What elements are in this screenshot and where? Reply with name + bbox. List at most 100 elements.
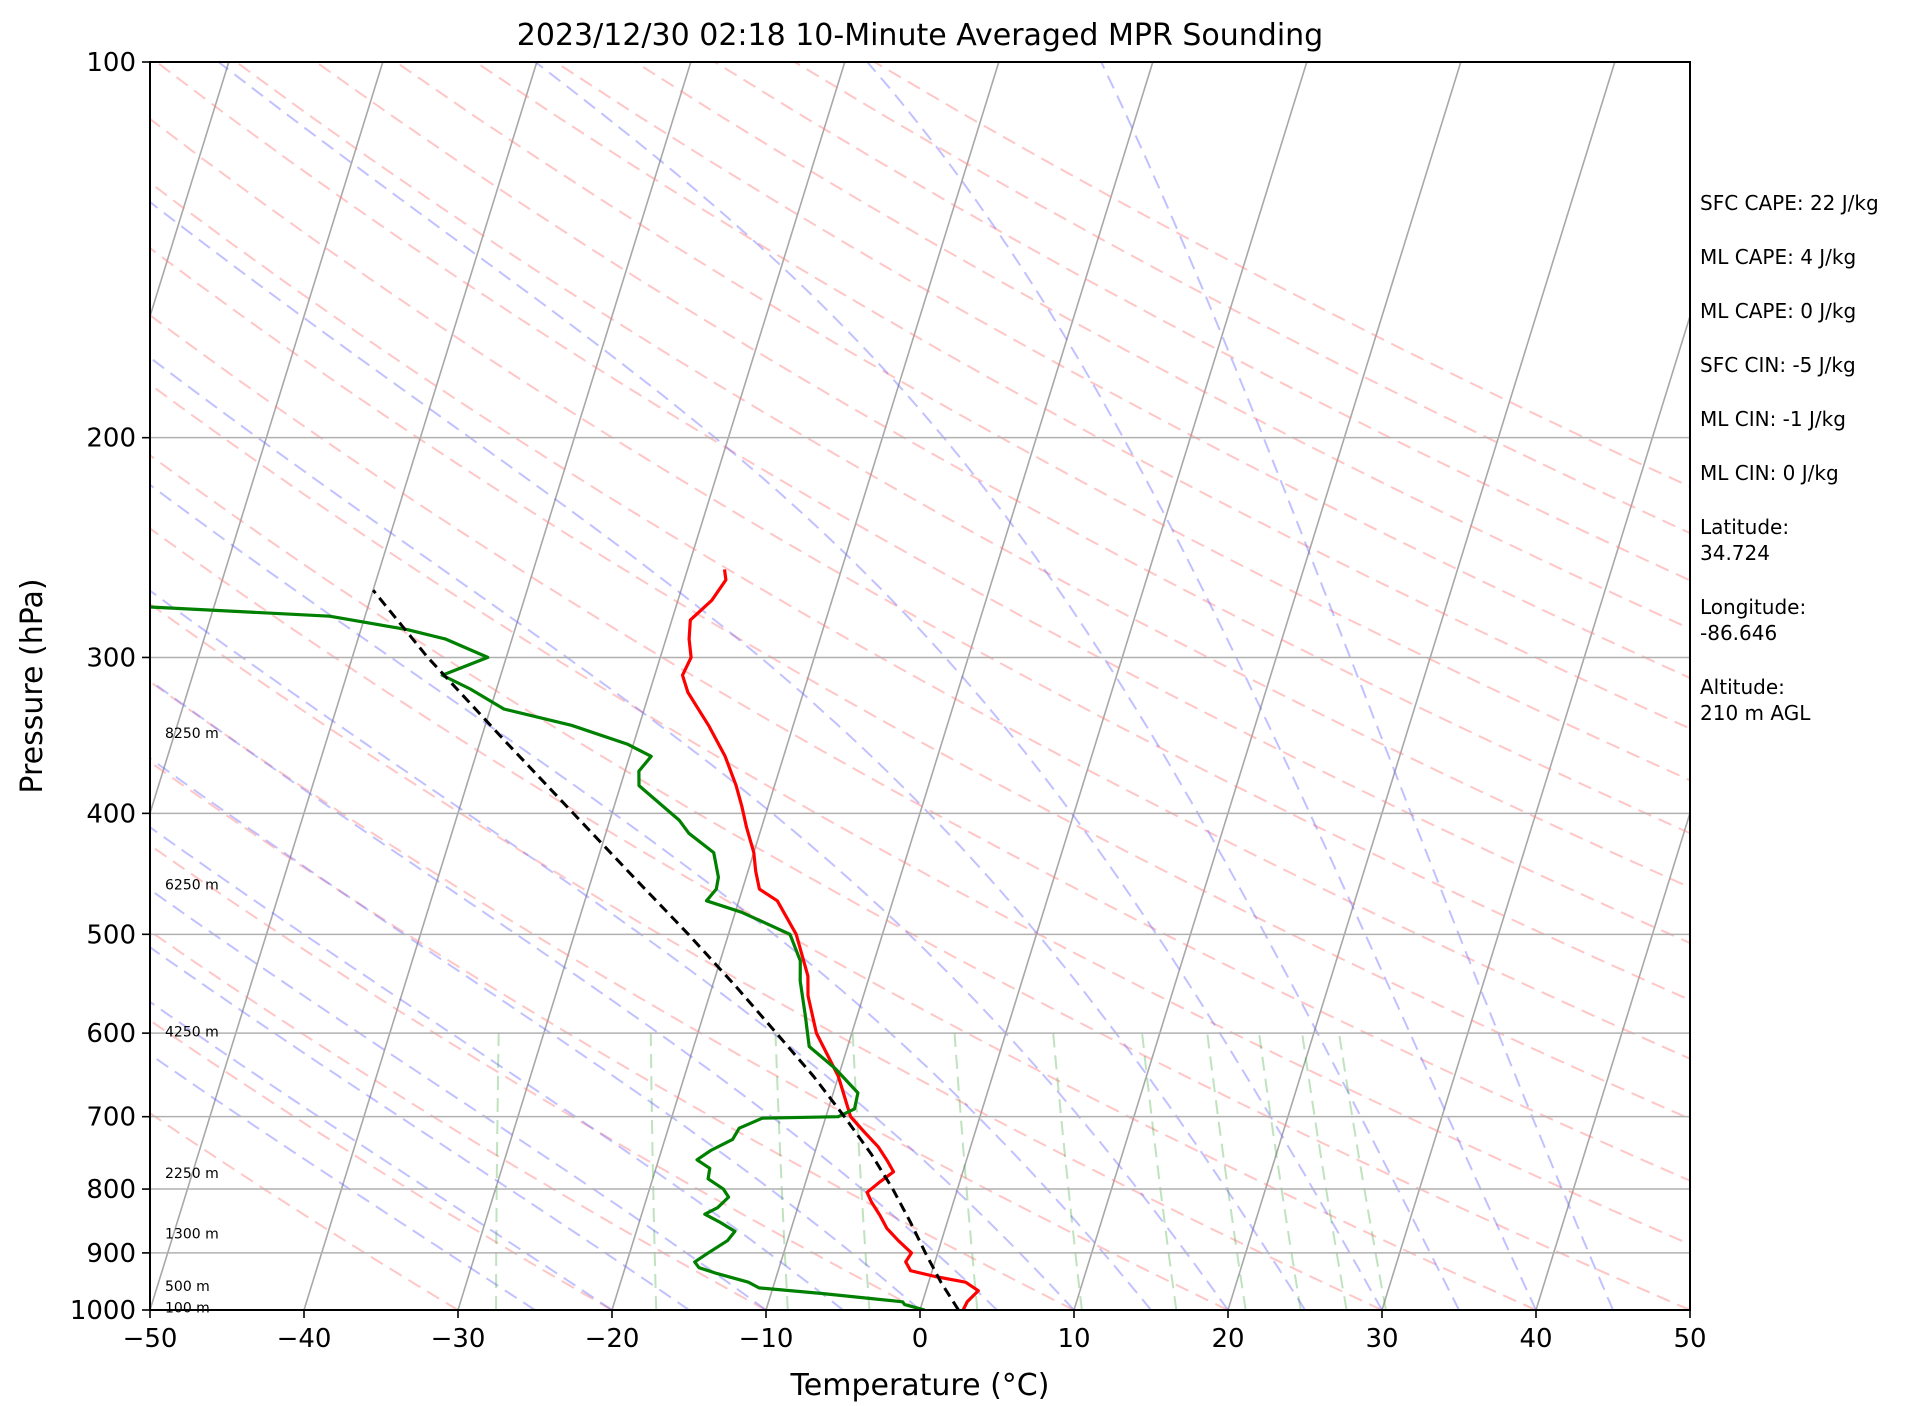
moist-adiabat-line	[150, 483, 1152, 1310]
chart-title: 2023/12/30 02:18 10-Minute Averaged MPR …	[517, 18, 1323, 53]
info-panel-item: ML CAPE: 0 J/kg	[1700, 299, 1856, 323]
isotherm-line	[457, 62, 846, 1310]
dry-adiabat-line	[634, 62, 1690, 630]
y-tick-label: 900	[86, 1239, 136, 1269]
mixing-ratio-line	[1301, 1032, 1348, 1310]
isotherm-line	[1073, 62, 1462, 1310]
y-tick-label: 500	[86, 920, 136, 950]
background-lines	[150, 62, 1690, 1310]
x-tick-label: 40	[1519, 1324, 1552, 1354]
x-tick-label: 20	[1211, 1324, 1244, 1354]
moist-adiabat-line	[217, 62, 1383, 1310]
isotherm-line	[765, 62, 1154, 1310]
x-tick-label: −30	[431, 1324, 486, 1354]
x-tick-label: −10	[739, 1324, 794, 1354]
height-labels: 8250 m 6250 m 4250 m 2250 m 1300 m 500 m 100 m	[165, 726, 219, 1316]
info-panel-item: Altitude: 210 m AGL	[1700, 675, 1811, 725]
mixing-ratio-line	[1206, 1032, 1247, 1310]
pressure-gridlines	[150, 61, 1690, 1311]
isotherm-line	[611, 62, 1000, 1310]
dry-adiabat-line	[150, 246, 1690, 1120]
x-tick-label: −50	[123, 1324, 178, 1354]
height-label: 4250 m	[165, 1024, 219, 1040]
mixing-ratio-line	[1338, 1032, 1387, 1310]
moist-adiabat-line	[150, 1000, 613, 1310]
info-panel-item: ML CAPE: 4 J/kg	[1700, 245, 1856, 269]
moist-adiabat-line	[150, 679, 998, 1310]
x-axis-label: Temperature (°C)	[790, 1368, 1050, 1403]
moist-adiabat-line	[150, 946, 690, 1310]
y-tick-label: 600	[86, 1019, 136, 1049]
dry-adiabat-line	[150, 527, 1537, 1310]
info-panel-item: SFC CIN: -5 J/kg	[1700, 353, 1856, 377]
y-axis-label: Pressure (hPa)	[15, 578, 50, 793]
y-tick-label: 300	[86, 643, 136, 673]
mixing-ratio-line	[953, 1033, 979, 1310]
info-panel-item: Longitude: -86.646	[1700, 595, 1806, 645]
dry-adiabat-line	[235, 62, 1690, 889]
mixing-ratio-line	[1052, 1033, 1083, 1310]
dewpoint-profile-line	[150, 605, 926, 1310]
height-label: 6250 m	[165, 877, 219, 893]
mixing-ratio-line	[851, 1033, 871, 1310]
x-tick-label: −20	[585, 1324, 640, 1354]
x-axis-ticks: −50 −40 −30 −20 −10 0 10 20 30 40 50	[123, 1310, 1707, 1354]
moist-adiabat-line	[1100, 62, 1614, 1310]
moist-adiabat-line	[534, 62, 1460, 1310]
moist-adiabat-line	[150, 356, 1229, 1310]
moist-adiabat-line	[150, 1053, 536, 1310]
mixing-ratio-line	[774, 1033, 789, 1310]
isotherm-line	[150, 62, 384, 816]
height-label: 2250 m	[165, 1166, 219, 1182]
y-tick-label: 700	[86, 1103, 136, 1133]
dry-adiabat-line	[150, 454, 1690, 1310]
y-axis-ticks: 100 200 300 400 500 600 700 800 900 1000	[70, 48, 150, 1326]
isotherm-line	[150, 62, 230, 319]
x-tick-label: 30	[1365, 1324, 1398, 1354]
info-panel-item: ML CIN: -1 J/kg	[1700, 407, 1846, 431]
info-panel-item: SFC CAPE: 22 J/kg	[1700, 191, 1879, 215]
parcel-profile-line	[371, 589, 960, 1310]
isotherm-line	[1381, 313, 1690, 1310]
moist-adiabat-line	[150, 200, 1306, 1310]
isotherm-line	[1535, 810, 1690, 1310]
moist-adiabat-line	[150, 589, 1075, 1310]
sounding-info-panel: SFC CAPE: 22 J/kg ML CAPE: 4 J/kg ML CAPE:…	[1700, 191, 1879, 725]
y-tick-label: 1000	[70, 1296, 136, 1326]
dry-adiabat-line	[150, 760, 1075, 1310]
moist-adiabat-line	[866, 62, 1537, 1310]
dry-adiabat-line	[150, 181, 1690, 1060]
isotherm-line	[150, 62, 538, 1310]
isotherm-line	[1227, 62, 1616, 1310]
y-tick-label: 800	[86, 1175, 136, 1205]
dry-adiabat-line	[475, 62, 1690, 730]
dry-adiabat-line	[150, 314, 1690, 1182]
moist-adiabat-line	[150, 757, 921, 1310]
dry-adiabat-line	[315, 62, 1690, 835]
dry-adiabat-line	[150, 117, 1690, 1002]
dry-adiabat-line	[150, 602, 1383, 1310]
isotherm-line	[303, 62, 692, 1310]
x-tick-label: 50	[1673, 1324, 1706, 1354]
mixing-ratio-line	[495, 1033, 500, 1310]
height-label: 100 m	[165, 1300, 210, 1316]
height-label: 500 m	[165, 1279, 210, 1295]
moist-adiabat-line	[150, 888, 767, 1310]
y-tick-label: 200	[86, 424, 136, 454]
dry-adiabat-line	[150, 383, 1690, 1246]
dry-adiabat-line	[155, 62, 1690, 945]
height-label: 8250 m	[165, 726, 219, 742]
height-label: 1300 m	[165, 1226, 219, 1242]
x-tick-label: 10	[1057, 1324, 1090, 1354]
dry-adiabat-line	[150, 930, 767, 1310]
x-tick-label: 0	[912, 1324, 929, 1354]
dry-adiabat-line	[150, 1111, 459, 1310]
dry-adiabat-line	[554, 62, 1690, 680]
y-tick-label: 400	[86, 799, 136, 829]
dry-adiabat-line	[150, 680, 1229, 1310]
isotherm-line	[919, 62, 1308, 1310]
dry-adiabat-line	[714, 62, 1690, 582]
dry-adiabat-line	[150, 843, 921, 1310]
plot-frame	[149, 61, 1691, 1311]
